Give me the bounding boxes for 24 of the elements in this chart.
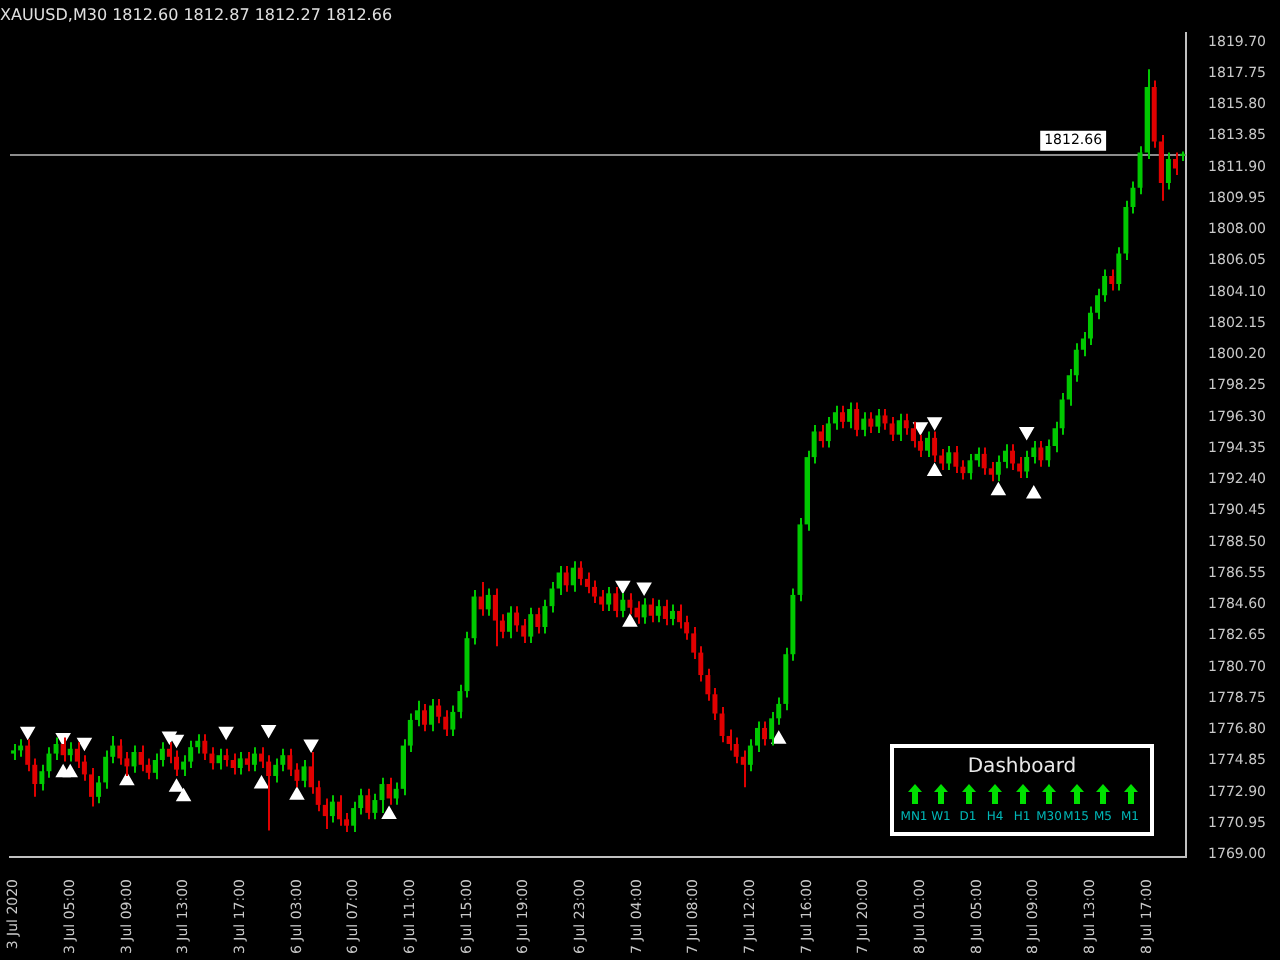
point [304,739,319,752]
point [1026,485,1041,499]
point [991,482,1006,496]
point [927,417,942,430]
point [254,776,269,789]
point [176,788,191,802]
point [63,764,78,778]
point [615,580,630,594]
point [771,731,786,744]
point [169,779,184,792]
point [77,737,92,751]
point [381,806,397,819]
point [20,726,35,740]
point [219,726,234,740]
annotation: Dashboard [965,756,1079,778]
point [913,422,928,435]
point [261,725,276,738]
point [622,614,637,627]
point [289,787,304,800]
point [119,772,134,786]
point [1019,426,1034,440]
point [637,582,652,595]
chart-title: XAUUSD,M30 1812.60 1812.87 1812.27 1812.66 [0,5,393,24]
point [927,463,942,477]
